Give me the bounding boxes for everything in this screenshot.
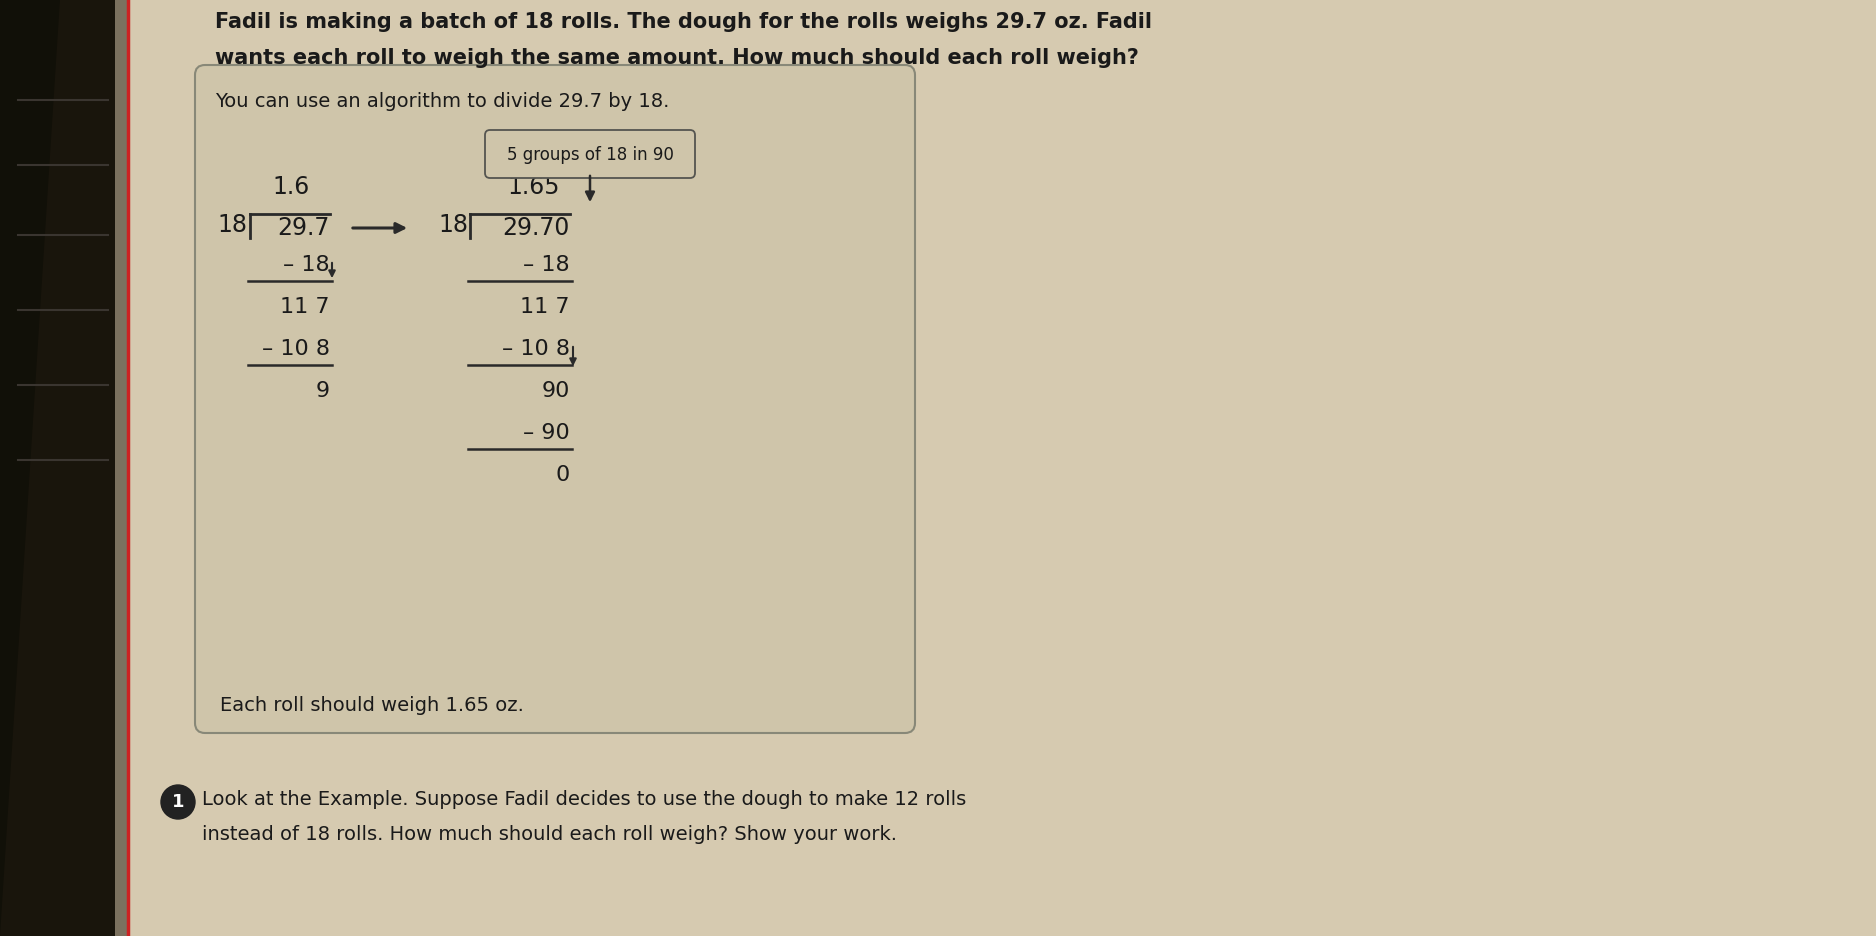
Text: – 10 8: – 10 8 bbox=[503, 339, 570, 359]
Text: 5 groups of 18 in 90: 5 groups of 18 in 90 bbox=[507, 146, 673, 164]
Text: 11 7: 11 7 bbox=[281, 297, 330, 317]
Text: 0: 0 bbox=[555, 465, 570, 485]
Text: 1.6: 1.6 bbox=[272, 175, 310, 199]
FancyBboxPatch shape bbox=[486, 130, 694, 178]
Text: Each roll should weigh 1.65 oz.: Each roll should weigh 1.65 oz. bbox=[219, 696, 523, 715]
Text: 18: 18 bbox=[218, 213, 248, 237]
Text: 9: 9 bbox=[315, 381, 330, 401]
Bar bbox=[0, 0, 114, 936]
Text: 18: 18 bbox=[437, 213, 467, 237]
FancyBboxPatch shape bbox=[195, 65, 915, 733]
Text: – 90: – 90 bbox=[523, 423, 570, 443]
Text: wants each roll to weigh the same amount. How much should each roll weigh?: wants each roll to weigh the same amount… bbox=[216, 48, 1139, 68]
Text: 29.70: 29.70 bbox=[503, 216, 570, 240]
Text: – 18: – 18 bbox=[283, 255, 330, 275]
Text: You can use an algorithm to divide 29.7 by 18.: You can use an algorithm to divide 29.7 … bbox=[216, 92, 670, 111]
Text: 90: 90 bbox=[542, 381, 570, 401]
Text: – 18: – 18 bbox=[523, 255, 570, 275]
Text: 29.7: 29.7 bbox=[278, 216, 330, 240]
Text: 11 7: 11 7 bbox=[520, 297, 570, 317]
Text: Fadil is making a batch of 18 rolls. The dough for the rolls weighs 29.7 oz. Fad: Fadil is making a batch of 18 rolls. The… bbox=[216, 12, 1152, 32]
Text: 1: 1 bbox=[173, 793, 184, 811]
Text: 1.65: 1.65 bbox=[508, 175, 561, 199]
Text: instead of 18 rolls. How much should each roll weigh? Show your work.: instead of 18 rolls. How much should eac… bbox=[203, 825, 897, 844]
Polygon shape bbox=[0, 0, 129, 936]
Circle shape bbox=[161, 785, 195, 819]
Text: – 10 8: – 10 8 bbox=[263, 339, 330, 359]
Text: Look at the Example. Suppose Fadil decides to use the dough to make 12 rolls: Look at the Example. Suppose Fadil decid… bbox=[203, 790, 966, 809]
